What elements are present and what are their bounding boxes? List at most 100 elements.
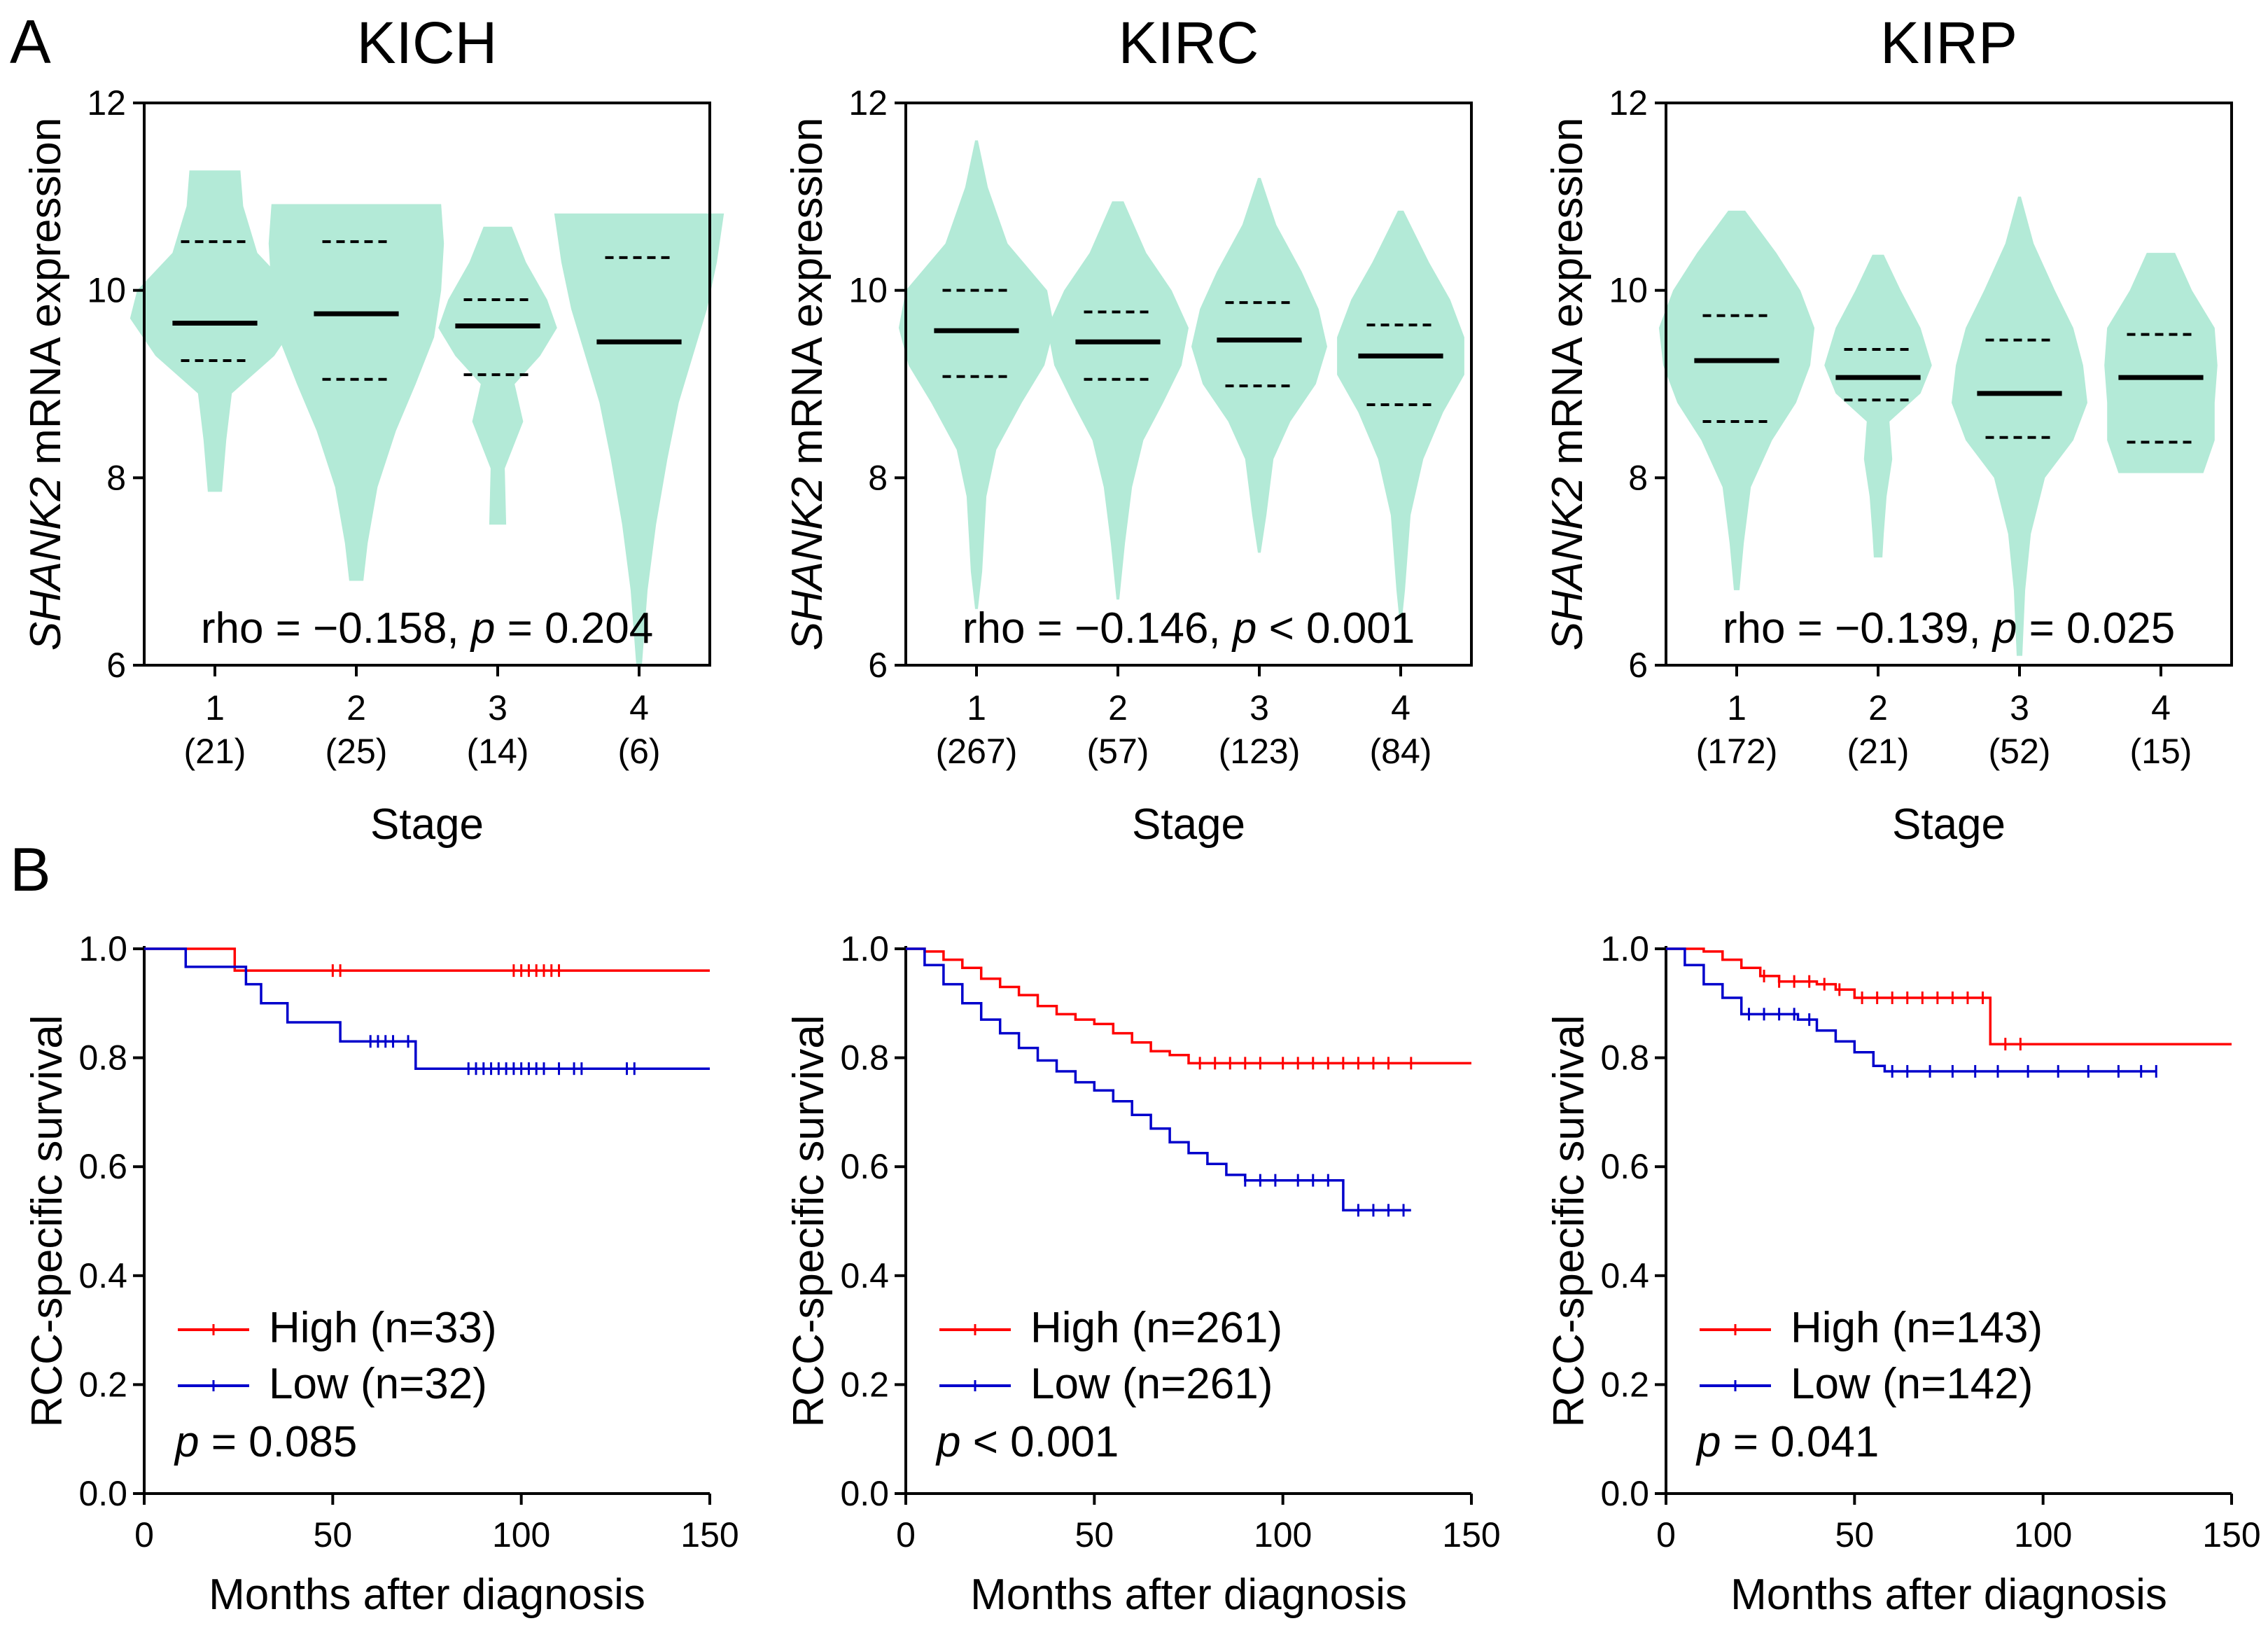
- stat-annotation: p = 0.041: [1695, 1418, 1879, 1466]
- plot-frame: [143, 102, 711, 667]
- x-count-label: (21): [1847, 732, 1910, 771]
- panel-label-a: A: [10, 7, 51, 76]
- y-tick-label: 0.4: [1600, 1256, 1649, 1295]
- y-tick-label: 1.0: [840, 929, 889, 968]
- x-tick-label: 150: [680, 1515, 738, 1554]
- x-count-label: (15): [2130, 732, 2192, 771]
- x-tick-label: 4: [2151, 688, 2171, 728]
- y-tick-label: 1.0: [78, 929, 127, 968]
- stat-suffix: < 0.001: [1256, 604, 1415, 653]
- stat-suffix: = 0.025: [2017, 604, 2175, 653]
- y-tick-label: 8: [106, 458, 126, 497]
- stat-annotation: rho = −0.146, p < 0.001: [962, 604, 1415, 653]
- y-tick-label: 10: [1609, 271, 1648, 310]
- y-tick-label: 0.4: [840, 1256, 889, 1295]
- panel-label-b: B: [10, 835, 51, 904]
- stat-prefix: rho = −0.158,: [201, 604, 471, 653]
- x-tick-label: 100: [492, 1515, 550, 1554]
- y-axis-label: SHANK2 mRNA expression: [22, 118, 70, 651]
- x-count-label: (267): [936, 732, 1018, 771]
- y-tick-label: 0.4: [78, 1256, 127, 1295]
- x-tick-label: 50: [1075, 1515, 1114, 1554]
- y-axis-label-rest: mRNA expression: [22, 118, 70, 477]
- chart-title: KICH: [357, 10, 498, 76]
- y-tick-label: 10: [87, 271, 126, 310]
- x-tick-label: 0: [1656, 1515, 1676, 1554]
- violin-stage-4: [2104, 253, 2218, 473]
- x-tick-label: 4: [629, 688, 649, 728]
- violin-stage-1: [130, 170, 300, 492]
- y-tick-label: 12: [848, 83, 888, 123]
- y-tick-label: 8: [868, 458, 888, 497]
- y-tick-label: 8: [1628, 458, 1648, 497]
- y-tick-label: 0.8: [840, 1038, 889, 1078]
- x-count-label: (123): [1219, 732, 1301, 771]
- x-axis-label: Months after diagnosis: [209, 1571, 645, 1619]
- x-tick-label: 3: [488, 688, 507, 728]
- high-survival-curve: [906, 947, 1471, 1065]
- high-legend-label: High (n=261): [1030, 1304, 1282, 1352]
- x-tick-label: 4: [1391, 688, 1410, 728]
- x-tick-label: 1: [967, 688, 986, 728]
- violin-stage-1: [1658, 210, 1815, 590]
- stat-p: p: [1231, 604, 1256, 653]
- violin-stage-4: [1337, 210, 1464, 619]
- y-axis-label: RCC-specific survival: [23, 1015, 71, 1427]
- km-chart-2: 0.0 0.2 0.4 0.6 0.8 1.0 0 50 100 150 High (n=261) L…: [785, 929, 1501, 1619]
- y-axis-label: RCC-specific survival: [1545, 1015, 1593, 1427]
- low-legend-label: Low (n=142): [1791, 1360, 2033, 1408]
- y-axis-label: SHANK2 mRNA expression: [783, 118, 832, 651]
- high-legend-label: High (n=143): [1791, 1304, 2043, 1352]
- x-tick-label: 1: [1727, 688, 1746, 728]
- y-tick-label: 1.0: [1600, 929, 1649, 968]
- y-tick-label: 0.0: [1600, 1474, 1649, 1513]
- y-axis-label: RCC-specific survival: [785, 1015, 833, 1427]
- stat-suffix: = 0.041: [1721, 1418, 1879, 1466]
- x-tick-label: 3: [2010, 688, 2029, 728]
- stat-p: p: [935, 1418, 960, 1466]
- x-count-label: (6): [617, 732, 660, 771]
- stat-suffix: = 0.204: [495, 604, 653, 653]
- violin-stage-3: [1191, 178, 1327, 553]
- x-tick-label: 2: [1108, 688, 1128, 728]
- x-count-label: (21): [184, 732, 246, 771]
- y-tick-label: 6: [1628, 646, 1648, 685]
- y-tick-label: 6: [106, 646, 126, 685]
- x-tick-label: 150: [2202, 1515, 2260, 1554]
- chart-title: KIRC: [1119, 10, 1259, 76]
- stat-annotation: rho = −0.139, p = 0.025: [1723, 604, 2175, 653]
- plot-frame: [1665, 102, 2233, 667]
- low-legend-label: Low (n=261): [1030, 1360, 1273, 1408]
- y-tick-label: 0.0: [840, 1474, 889, 1513]
- low-survival-curve: [906, 947, 1411, 1212]
- low-survival-curve: [1666, 947, 2157, 1073]
- plot-frame: [904, 102, 1473, 667]
- stat-suffix: < 0.001: [960, 1418, 1119, 1466]
- violin-stage-2: [268, 204, 444, 581]
- y-tick-label: 0.8: [1600, 1038, 1649, 1078]
- x-count-label: (52): [1989, 732, 2051, 771]
- x-tick-label: 50: [314, 1515, 353, 1554]
- x-tick-label: 100: [2014, 1515, 2072, 1554]
- x-axis-label: Months after diagnosis: [1730, 1571, 2167, 1619]
- y-axis-label-rest: mRNA expression: [783, 118, 832, 477]
- km-chart-1: 0.0 0.2 0.4 0.6 0.8 1.0 0 50 100 150 High (n=33) Lo…: [23, 929, 739, 1619]
- x-count-label: (14): [467, 732, 529, 771]
- x-count-label: (25): [326, 732, 388, 771]
- y-axis-label-gene: SHANK2: [22, 477, 70, 650]
- stat-annotation: rho = −0.158, p = 0.204: [201, 604, 653, 653]
- stat-annotation: p < 0.001: [935, 1418, 1119, 1466]
- x-axis-label: Stage: [370, 800, 484, 849]
- stat-prefix: rho = −0.146,: [962, 604, 1233, 653]
- violin-stage-2: [1824, 254, 1932, 558]
- violin-chart-kirc: KIRC 1 (267) 2 (57) 3 (123) 4 (84) 6 8 10 12 rho = −0…: [783, 10, 1473, 849]
- high-survival-curve: [144, 947, 710, 972]
- stat-p: p: [174, 1418, 199, 1466]
- x-axis-label: Stage: [1892, 800, 2005, 849]
- x-tick-label: 3: [1250, 688, 1269, 728]
- y-axis-label-gene: SHANK2: [1544, 477, 1592, 650]
- km-chart-3: 0.0 0.2 0.4 0.6 0.8 1.0 0 50 100 150 High (n=143) L…: [1545, 929, 2261, 1619]
- violin-stage-2: [1047, 201, 1189, 600]
- y-tick-label: 0.6: [1600, 1147, 1649, 1186]
